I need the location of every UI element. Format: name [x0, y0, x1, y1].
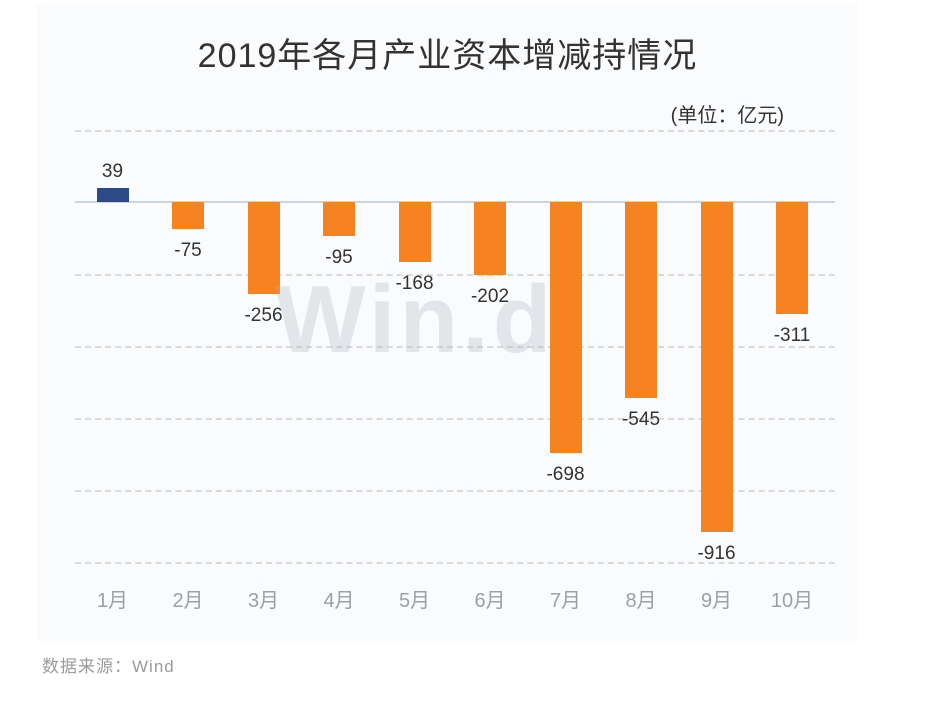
value-label-6月: -202 — [470, 286, 510, 307]
value-label-9月: -916 — [697, 543, 736, 564]
gridline — [75, 418, 835, 420]
gridline — [75, 490, 835, 492]
bar-10月 — [776, 202, 808, 314]
x-axis-label-8月: 8月 — [625, 590, 657, 612]
value-label-10月: -311 — [773, 325, 811, 346]
value-label-2月: -75 — [174, 240, 202, 261]
x-axis-label-3月: 3月 — [247, 590, 280, 612]
x-axis-label-10月: 10月 — [770, 590, 814, 612]
unit-label: (单位：亿元) — [670, 105, 784, 127]
gridline — [75, 346, 835, 348]
value-label-4月: -95 — [325, 247, 353, 268]
gridline — [75, 562, 835, 564]
bar-1月 — [96, 188, 129, 202]
chart-title: 2019年各月产业资本增减持情况 — [197, 37, 698, 75]
value-label-1月: 39 — [101, 161, 124, 182]
x-axis-label-2月: 2月 — [172, 590, 204, 612]
bar-3月 — [247, 202, 280, 294]
value-label-3月: -256 — [244, 305, 283, 326]
x-axis-label-9月: 9月 — [700, 590, 733, 612]
bar-8月 — [625, 202, 657, 398]
bar-7月 — [549, 202, 582, 453]
x-axis-label-5月: 5月 — [398, 590, 431, 612]
data-source-label: 数据来源：Wind — [42, 657, 175, 676]
x-axis-label-1月: 1月 — [96, 590, 129, 612]
chart-panel: 2019年各月产业资本增减持情况 (单位：亿元) 39 1月 -75 2月 -256 3月… — [37, 3, 858, 641]
x-axis-label-7月: 7月 — [549, 590, 582, 612]
bar-4月 — [323, 202, 355, 236]
x-axis-label-4月: 4月 — [323, 590, 355, 612]
bar-9月 — [700, 202, 733, 532]
bar-6月 — [474, 202, 506, 275]
gridline — [75, 274, 835, 276]
value-label-5月: -168 — [395, 273, 434, 294]
value-label-7月: -698 — [546, 464, 585, 485]
bar-2月 — [172, 202, 204, 229]
bar-5月 — [398, 202, 431, 262]
gridline — [75, 130, 835, 132]
zero-axis-line — [75, 201, 835, 203]
value-label-8月: -545 — [621, 409, 661, 430]
x-axis-label-6月: 6月 — [474, 590, 506, 612]
